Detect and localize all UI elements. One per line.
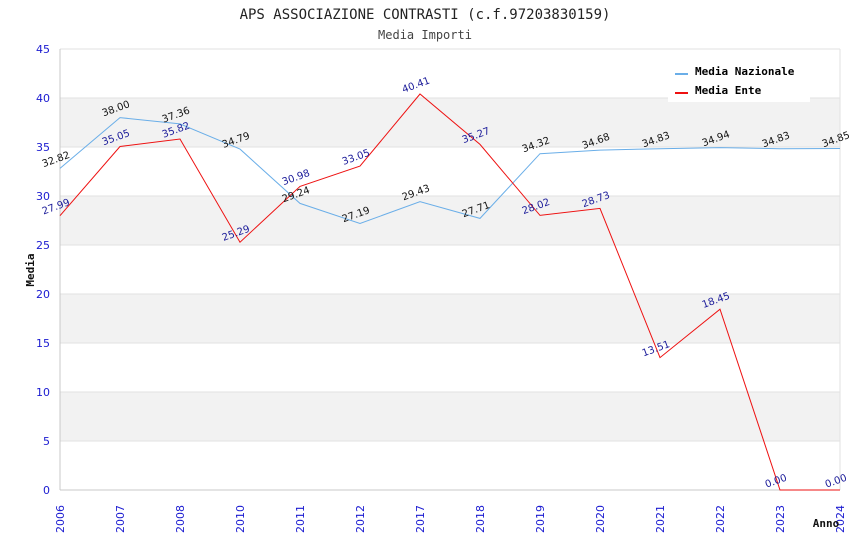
x-tick-label: 2012 (354, 505, 367, 533)
x-tick-label: 2017 (414, 505, 427, 533)
y-tick-label: 40 (36, 92, 50, 105)
x-tick-label: 2024 (834, 505, 847, 533)
y-tick-labels: 0 5 10 15 20 25 30 35 40 45 (36, 43, 50, 497)
x-tick-label: 2007 (114, 505, 127, 533)
x-tick-label: 2020 (594, 505, 607, 533)
axes (59, 49, 840, 491)
y-tick-label: 5 (43, 435, 50, 448)
x-tick-label: 2021 (654, 505, 667, 533)
x-tick-label: 2006 (54, 505, 67, 533)
grid-band (60, 441, 840, 490)
grid-band (60, 392, 840, 441)
grid-band (60, 196, 840, 245)
x-tick-labels: 2006 2007 2008 2010 2011 2012 2017 2018 2019 2020… (54, 505, 847, 533)
x-tick-label: 2008 (174, 505, 187, 533)
y-tick-label: 30 (36, 190, 50, 203)
legend-label-media-ente: Media Ente (695, 84, 762, 97)
grid-band (60, 245, 840, 294)
y-tick-label: 45 (36, 43, 50, 56)
chart-title: APS ASSOCIAZIONE CONTRASTI (c.f.97203830… (240, 7, 611, 23)
legend: Media Nazionale Media Ente (668, 60, 810, 102)
legend-box (668, 60, 810, 102)
x-tick-label: 2019 (534, 505, 547, 533)
series-line-media-ente (59, 93, 840, 491)
grid-bands (60, 49, 840, 490)
legend-label-media-nazionale: Media Nazionale (695, 65, 795, 78)
y-tick-label: 10 (36, 386, 50, 399)
x-axis-label: Anno (813, 517, 840, 530)
y-tick-label: 25 (36, 239, 50, 252)
grid-band (60, 343, 840, 392)
y-tick-label: 15 (36, 337, 50, 350)
y-tick-label: 0 (43, 484, 50, 497)
series-lines (59, 93, 841, 491)
series-line-media-nazionale (59, 117, 841, 225)
grid-band (60, 98, 840, 147)
y-tick-label: 35 (36, 141, 50, 154)
grid-lines (60, 48, 841, 491)
x-tick-label: 2011 (294, 505, 307, 533)
x-tick-label: 2022 (714, 505, 727, 533)
x-tick-label: 2018 (474, 505, 487, 533)
grid-band (60, 147, 840, 196)
chart-subtitle: Media Importi (378, 28, 472, 42)
x-tick-label: 2023 (774, 505, 787, 533)
y-axis-label: Media (24, 253, 37, 286)
y-tick-label: 20 (36, 288, 50, 301)
grid-band (60, 294, 840, 343)
x-tick-label: 2010 (234, 505, 247, 533)
